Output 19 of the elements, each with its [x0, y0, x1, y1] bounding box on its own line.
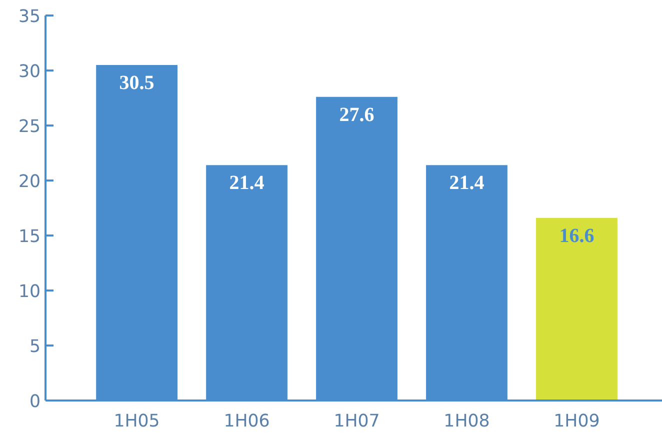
y-tick-label: 0	[29, 392, 41, 412]
data-label: 16.6	[559, 224, 594, 247]
y-tick-label: 20	[18, 172, 41, 192]
x-tick-label: 1H09	[554, 412, 600, 432]
x-tick-label: 1H08	[444, 412, 490, 432]
y-tick-label: 35	[18, 7, 41, 27]
y-tick-label: 25	[18, 117, 41, 137]
data-label: 27.6	[339, 104, 374, 126]
data-label: 21.4	[229, 172, 264, 194]
x-tick-label: 1H07	[334, 412, 380, 432]
y-tick-label: 5	[29, 337, 41, 357]
x-tick-label: 1H05	[114, 412, 160, 432]
y-tick-label: 30	[18, 62, 41, 82]
x-tick-label: 1H06	[224, 412, 270, 432]
data-label: 21.4	[449, 172, 484, 194]
y-tick-label: 10	[18, 282, 41, 302]
y-tick-label: 15	[18, 227, 41, 247]
bar	[536, 218, 618, 400]
data-label: 30.5	[119, 72, 154, 94]
